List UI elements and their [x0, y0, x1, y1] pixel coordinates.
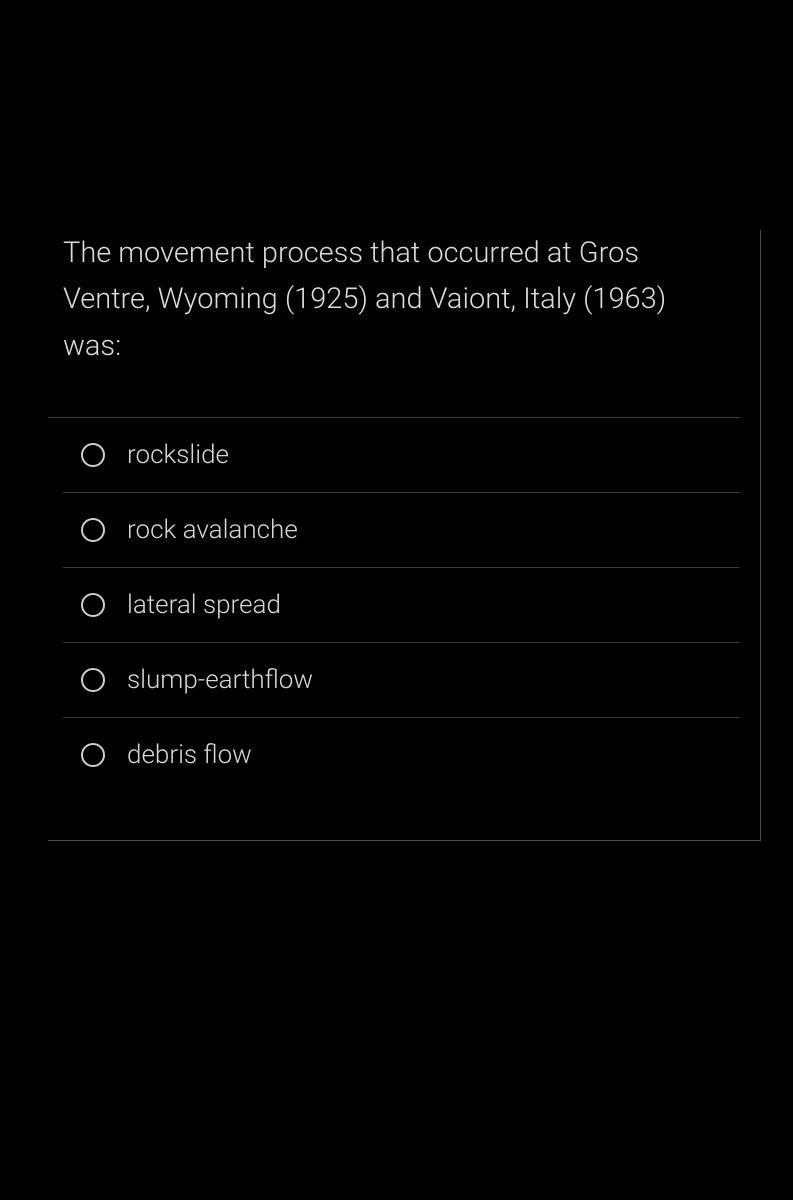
radio-icon	[81, 668, 105, 692]
option-slump-earthflow[interactable]: slump-earthflow	[63, 643, 740, 718]
option-rockslide[interactable]: rockslide	[63, 418, 740, 493]
option-label: rockslide	[127, 440, 229, 470]
option-label: debris flow	[127, 740, 252, 770]
question-container: The movement process that occurred at Gr…	[48, 230, 761, 841]
question-text: The movement process that occurred at Gr…	[48, 230, 740, 369]
option-rock-avalanche[interactable]: rock avalanche	[63, 493, 740, 568]
option-debris-flow[interactable]: debris flow	[63, 718, 740, 792]
option-lateral-spread[interactable]: lateral spread	[63, 568, 740, 643]
option-label: slump-earthflow	[127, 665, 313, 695]
radio-icon	[81, 443, 105, 467]
radio-icon	[81, 593, 105, 617]
options-list: rockslide rock avalanche lateral spread …	[48, 417, 740, 792]
option-label: lateral spread	[127, 590, 281, 620]
radio-icon	[81, 743, 105, 767]
option-label: rock avalanche	[127, 515, 298, 545]
radio-icon	[81, 518, 105, 542]
